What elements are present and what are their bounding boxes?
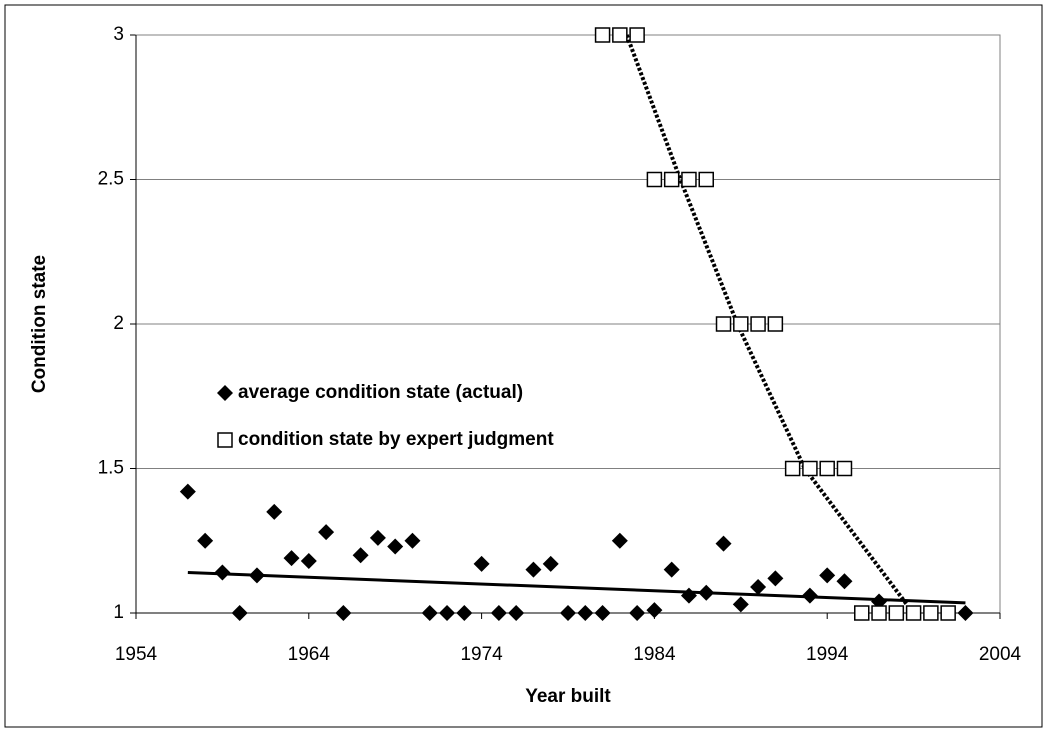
square-marker	[750, 316, 766, 332]
square-marker	[802, 460, 818, 477]
diamond-marker	[594, 605, 611, 621]
square-marker	[733, 316, 749, 332]
square-marker	[646, 171, 663, 188]
diamond-marker	[698, 584, 715, 601]
diamond-marker	[473, 555, 490, 572]
x-axis-title: Year built	[525, 686, 611, 707]
diamond-marker	[217, 385, 233, 401]
y-tick-label: 2	[113, 313, 124, 334]
x-tick-label: 1954	[115, 644, 158, 665]
diamond-marker	[629, 605, 646, 621]
square-marker	[663, 171, 680, 188]
y-tick-label: 1.5	[98, 458, 124, 479]
diamond-marker	[732, 596, 749, 613]
x-tick-label: 1994	[806, 644, 849, 665]
legend-label: condition state by expert judgment	[238, 429, 554, 450]
diamond-marker	[231, 605, 248, 621]
diamond-marker	[266, 503, 283, 520]
diamond-marker	[369, 529, 386, 546]
square-marker	[923, 605, 939, 621]
diamond-marker	[179, 483, 196, 500]
square-marker	[681, 171, 697, 188]
square-marker	[217, 432, 233, 448]
diamond-marker	[715, 535, 732, 552]
square-marker	[836, 460, 853, 477]
diamond-marker	[456, 605, 473, 621]
trend-line	[624, 34, 909, 606]
diamond-marker	[680, 587, 697, 604]
diamond-marker	[439, 605, 456, 621]
y-tick-label: 3	[113, 24, 124, 45]
diamond-marker	[611, 532, 628, 549]
square-marker	[905, 605, 922, 621]
y-tick-label: 2.5	[98, 169, 124, 190]
square-marker	[629, 27, 645, 43]
y-axis-title: Condition state	[29, 255, 50, 393]
diamond-marker	[283, 550, 300, 567]
diamond-marker	[646, 602, 663, 619]
diamond-marker	[300, 552, 317, 569]
diamond-marker	[352, 547, 369, 564]
diamond-marker	[577, 605, 594, 621]
diamond-marker	[404, 532, 421, 549]
square-marker	[715, 316, 732, 332]
diamond-marker	[490, 605, 507, 621]
diamond-marker	[801, 587, 818, 604]
square-marker	[819, 460, 835, 477]
x-tick-label: 2004	[979, 644, 1022, 665]
diamond-marker	[335, 605, 352, 621]
diamond-marker	[836, 573, 853, 590]
square-marker	[612, 27, 628, 43]
diamond-marker	[525, 561, 542, 578]
square-marker	[888, 605, 905, 621]
x-tick-label: 1984	[633, 644, 676, 665]
diamond-marker	[214, 564, 231, 581]
square-marker	[698, 171, 714, 188]
diamond-marker	[508, 605, 525, 621]
diamond-marker	[957, 605, 974, 621]
diamond-marker	[819, 567, 836, 584]
square-marker	[784, 460, 801, 477]
square-marker	[871, 605, 887, 621]
diamond-marker	[663, 561, 680, 578]
square-marker	[594, 27, 611, 43]
diamond-marker	[248, 567, 265, 584]
square-marker	[940, 605, 956, 621]
diamond-marker	[197, 532, 214, 549]
diamond-marker	[421, 605, 438, 621]
square-marker	[767, 316, 784, 332]
diamond-marker	[560, 605, 576, 621]
diamond-marker	[750, 578, 767, 595]
x-tick-label: 1964	[288, 644, 331, 665]
y-tick-label: 1	[113, 602, 124, 623]
diamond-marker	[387, 538, 404, 555]
trend-line	[187, 571, 966, 605]
x-tick-label: 1974	[460, 644, 503, 665]
diamond-marker	[542, 555, 559, 572]
square-marker	[854, 605, 870, 621]
diamond-marker	[767, 570, 784, 587]
diamond-marker	[318, 524, 335, 541]
legend-label: average condition state (actual)	[238, 382, 523, 403]
